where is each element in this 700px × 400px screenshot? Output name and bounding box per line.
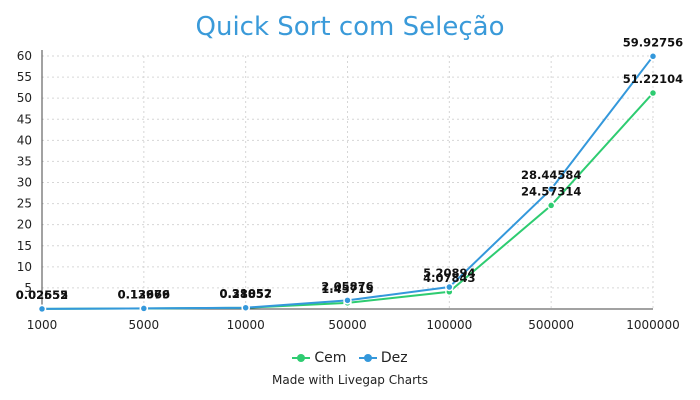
data-label: 4.07843 (423, 271, 475, 285)
data-label: 51.22104 (623, 72, 683, 86)
data-point[interactable] (648, 88, 658, 98)
data-label: 0.28857 (219, 287, 271, 301)
y-tick-label: 10 (17, 260, 32, 274)
y-tick-label: 35 (17, 154, 32, 168)
y-tick-label: 5 (24, 281, 32, 295)
data-point[interactable] (648, 52, 658, 61)
y-tick-label: 50 (17, 91, 32, 105)
data-label: 2.05876 (321, 279, 373, 293)
x-tick-label: 1000 (27, 318, 58, 332)
data-label: 0.31052 (219, 287, 271, 301)
legend-item-dez[interactable]: Dez (358, 350, 408, 366)
y-tick-label: 60 (17, 49, 32, 63)
legend-item-cem[interactable]: Cem (292, 350, 346, 366)
legend: Cem Dez (0, 350, 700, 367)
y-tick-label: 40 (17, 133, 32, 147)
x-tick-label: 10000 (227, 318, 265, 332)
credit-text: Made with Livegap Charts (272, 373, 428, 387)
y-tick-label: 25 (17, 197, 32, 211)
legend-swatch-dez (358, 353, 377, 363)
data-point[interactable] (139, 304, 149, 313)
chart-title: Quick Sort com Seleção (195, 12, 505, 42)
legend-swatch-cem (292, 353, 311, 363)
data-label: 59.92756 (623, 35, 683, 49)
x-tick-label: 100000 (426, 318, 472, 332)
data-point[interactable] (445, 282, 454, 292)
series (37, 52, 658, 314)
data-point[interactable] (241, 303, 250, 312)
y-tick-label: 15 (17, 239, 32, 253)
x-tick-label: 5000 (129, 318, 160, 332)
data-label: 24.57314 (521, 184, 581, 198)
legend-label-dez: Dez (380, 350, 408, 366)
data-label: 0.02555 (16, 288, 68, 302)
axes: 5 10 15 20 25 30 35 40 45 50 55 60 1000 5000 10000 5000… (17, 49, 680, 332)
data-point[interactable] (343, 296, 352, 305)
data-point[interactable] (546, 184, 556, 194)
x-tick-label: 500000 (528, 318, 574, 332)
data-label: 0.13676 (118, 287, 170, 301)
y-tick-label: 20 (17, 218, 32, 232)
data-label: 0.02652 (16, 288, 68, 302)
data-label: 5.20894 (423, 266, 475, 280)
legend-label-cem: Cem (314, 350, 347, 366)
data-labels: 0.02555 0.12969 0.28857 1.45715 4.07843 24.57… (16, 35, 683, 302)
y-tick-label: 55 (17, 70, 32, 84)
data-point[interactable] (37, 304, 47, 314)
y-tick-label: 45 (17, 112, 32, 126)
x-tick-label: 50000 (328, 318, 366, 332)
data-label: 0.12969 (118, 287, 170, 301)
data-point[interactable] (546, 201, 556, 210)
grid (41, 55, 654, 309)
data-label: 1.45715 (321, 282, 373, 296)
y-tick-label: 30 (17, 176, 32, 190)
data-label: 28.44584 (521, 168, 581, 182)
x-tick-label: 1000000 (626, 318, 679, 332)
